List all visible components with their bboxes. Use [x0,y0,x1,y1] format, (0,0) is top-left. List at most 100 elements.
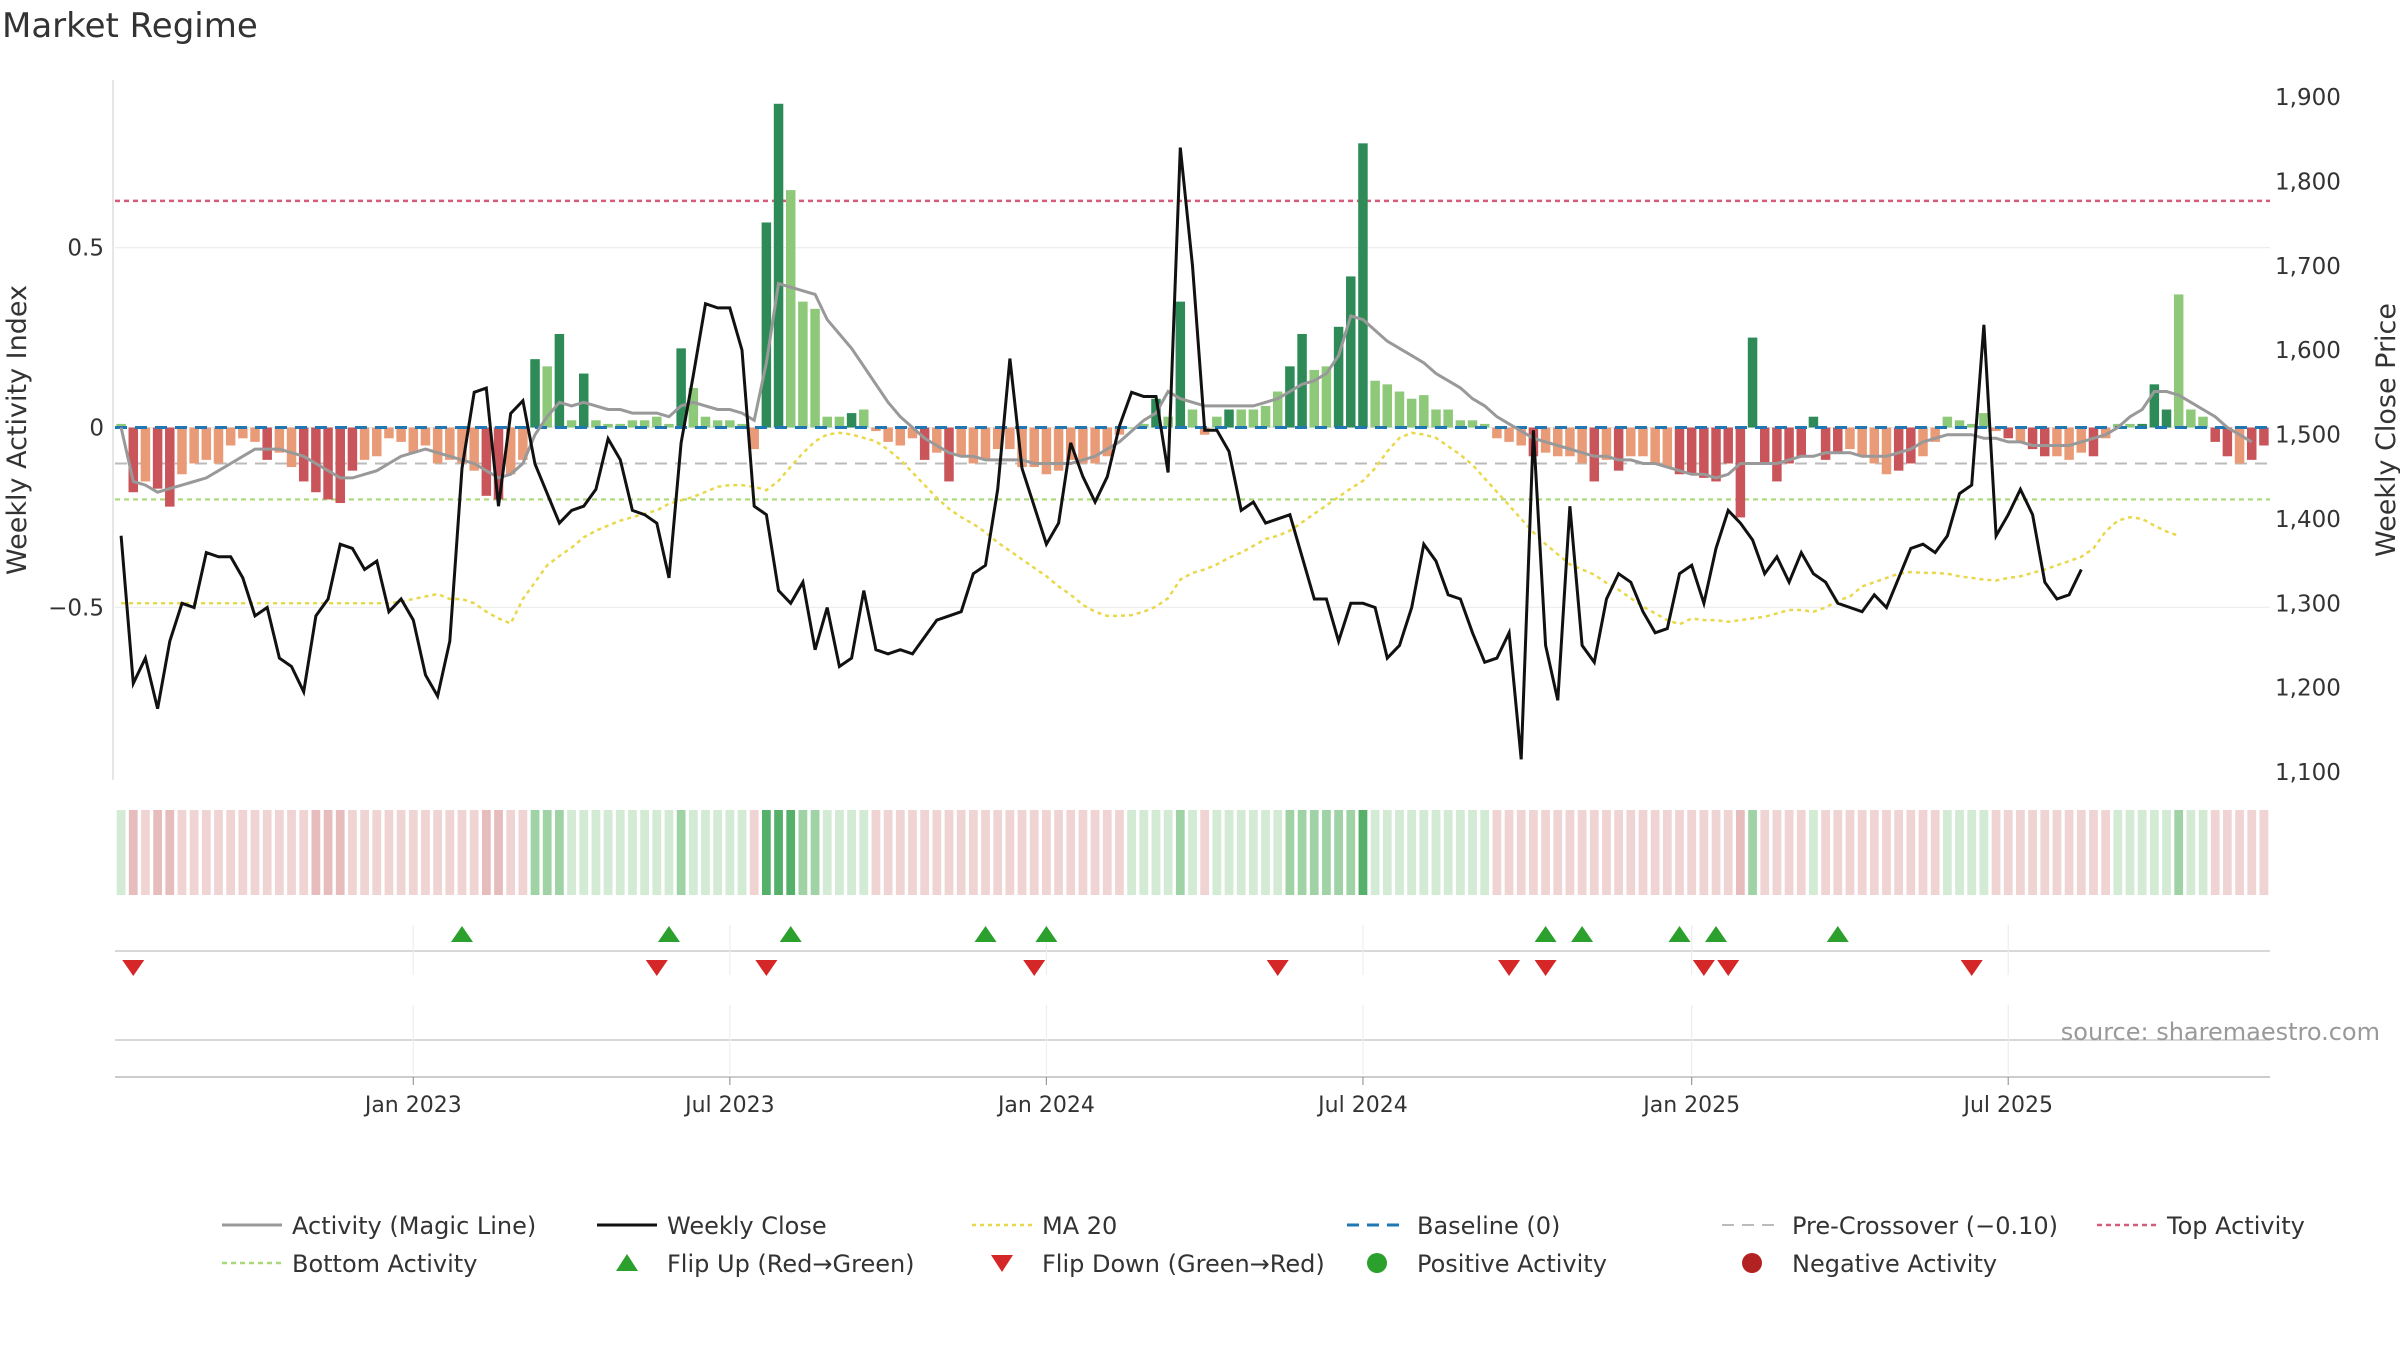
activity-bar [2149,384,2160,428]
regime-cell [1504,810,1514,895]
legend-label: Top Activity [2166,1212,2305,1240]
activity-bar [992,427,1003,450]
activity-bar [1516,427,1526,446]
activity-bar [542,366,552,428]
activity-bar [262,427,272,460]
activity-bar [1930,427,1940,442]
activity-bar [627,420,638,428]
regime-cell [1407,810,1417,895]
regime-cell [1529,810,1538,895]
flip-down-marker [1717,960,1740,976]
activity-bar [2222,427,2233,457]
regime-cell [1346,810,1356,895]
activity-bar [846,413,857,428]
activity-bar [1772,427,1782,482]
regime-cell [348,810,357,895]
regime-cell [822,810,832,895]
regime-cell [1882,810,1891,895]
activity-bar [1187,409,1198,428]
activity-bar [1638,427,1648,457]
activity-bar [1650,427,1660,464]
regime-cell [555,810,564,895]
activity-bar [1626,427,1636,457]
regime-cell [2113,810,2123,895]
flip-up-marker [450,926,473,942]
regime-cell [1662,810,1672,895]
right-tick-label: 1,900 [2275,85,2341,111]
regime-cell [1358,810,1368,895]
regime-cell [262,810,272,895]
regime-cell [2210,810,2220,895]
activity-bar [335,427,345,504]
activity-bar [1893,427,1904,471]
regime-cell [579,810,589,895]
regime-cell [628,810,637,895]
activity-bar [932,427,942,453]
regime-cell [713,810,723,895]
regime-cell [603,810,613,895]
activity-bar [505,427,516,475]
flip-down-marker [1534,960,1557,976]
activity-bar [1419,395,1429,428]
right-tick-label: 1,600 [2275,338,2341,364]
activity-bar [883,427,893,442]
activity-bar [1601,427,1612,460]
activity-bar [1285,366,1295,428]
flip-down-marker [1498,960,1521,976]
activity-bar [578,373,589,428]
flip-down-marker [1960,960,1983,976]
activity-bar [956,427,966,457]
activity-bar [493,427,504,500]
regime-cell [749,810,759,895]
regime-cell [1163,810,1173,895]
activity-bar [1053,427,1064,471]
activity-bar [1954,420,1965,428]
legend-item: Baseline (0) [1347,1212,1560,1240]
activity-bar [1540,427,1551,453]
regime-cell [737,810,747,895]
activity-bar [1017,427,1027,468]
activity-bar [1674,427,1685,475]
regime-cell [141,810,150,895]
activity-bar [1236,409,1246,428]
regime-cell [238,810,248,895]
regime-cell [311,810,321,895]
regime-cell [2052,810,2062,895]
regime-cell [1382,810,1392,895]
activity-bar [286,427,297,468]
regime-cell [1650,810,1660,895]
x-tick-label: Jul 2025 [1961,1093,2053,1118]
regime-cell [1395,810,1404,895]
regime-cell [274,810,284,895]
regime-cell [932,810,942,895]
activity-bar [603,423,613,428]
activity-bar [1833,427,1843,453]
activity-bar [566,420,577,428]
regime-cell [226,810,236,895]
regime-cell [1602,810,1611,895]
activity-bar [968,427,979,464]
regime-cell [1614,810,1624,895]
legend-swatch [991,1255,1013,1272]
regime-cell [2076,810,2086,895]
activity-bar [1431,409,1441,428]
regime-cell [323,810,333,895]
regime-cell [688,810,698,895]
activity-bar [1248,409,1259,428]
activity-bar [1869,427,1880,464]
legend-item: Activity (Magic Line) [222,1212,536,1240]
regime-cell [1821,810,1830,895]
activity-bar [1504,427,1514,442]
activity-bar [2040,427,2050,457]
regime-cell [652,810,662,895]
regime-cell [1784,810,1794,895]
regime-cell [1906,810,1916,895]
activity-bar [347,427,358,471]
legend-item: Negative Activity [1742,1250,1997,1278]
regime-cell [1577,810,1587,895]
flip-up-marker [1035,926,1058,942]
activity-bar [1479,423,1490,428]
activity-bar [1224,409,1234,428]
flip-down-marker [1023,960,1046,976]
regime-cell [1005,810,1015,895]
